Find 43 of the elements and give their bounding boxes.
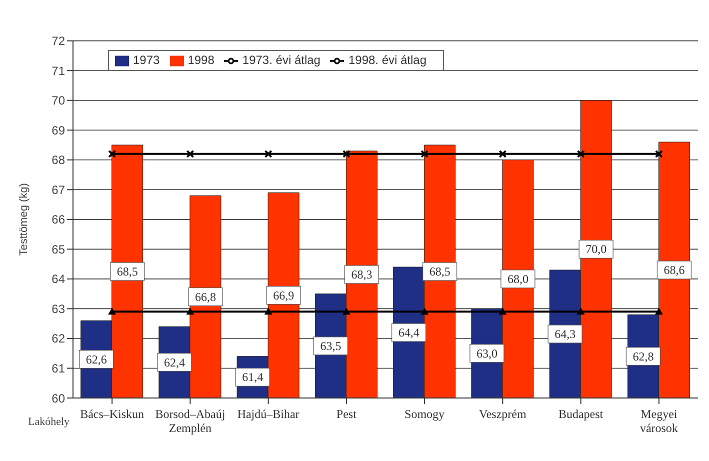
data-label: 70,0 xyxy=(586,242,607,256)
y-tick-label: 65 xyxy=(52,242,66,256)
data-label: 63,5 xyxy=(320,338,342,353)
data-label: 64,4 xyxy=(398,326,420,340)
x-tick-label: Pest xyxy=(336,407,358,421)
y-tick-label: 64 xyxy=(52,272,66,286)
x-tick-label: Borsod–Abaúj Zemplén xyxy=(155,407,226,435)
legend-label: 1998. évi átlag xyxy=(348,53,427,67)
data-label: 68,5 xyxy=(429,264,450,278)
data-label: 68,5 xyxy=(116,264,138,278)
y-tick-label: 71 xyxy=(52,64,66,78)
data-label: 66,9 xyxy=(273,288,294,302)
y-tick-label: 70 xyxy=(52,94,66,108)
x-axis-title: Lakóhely xyxy=(28,416,70,428)
y-axis-title: Testtömeg (kg) xyxy=(18,183,30,256)
data-label: 64,3 xyxy=(554,327,576,342)
data-label: 68,3 xyxy=(351,267,372,282)
x-tick-label: Veszprém xyxy=(479,407,528,421)
data-label: 62,6 xyxy=(86,352,107,366)
x-tick-label: Bács–Kiskun xyxy=(80,407,144,421)
y-tick-label: 60 xyxy=(52,391,66,406)
y-tick-label: 67 xyxy=(52,182,66,197)
y-tick-label: 66 xyxy=(52,212,66,227)
legend-label: 1998 xyxy=(188,53,214,67)
data-label: 68,6 xyxy=(664,263,685,278)
data-label: 66,8 xyxy=(194,290,216,304)
data-label: 61,4 xyxy=(242,370,264,384)
x-tick-label: Budapest xyxy=(558,407,604,421)
data-label: 63,0 xyxy=(476,346,498,360)
data-label: 62,4 xyxy=(164,355,185,370)
y-tick-label: 72 xyxy=(52,34,66,48)
y-tick-label: 69 xyxy=(52,123,66,138)
x-tick-label: Megyei városok xyxy=(640,407,678,435)
y-tick-label: 68 xyxy=(52,153,66,168)
data-label: 62,8 xyxy=(632,349,654,364)
x-tick-label: Hajdú–Bihar xyxy=(237,407,300,421)
x-tick-label: Somogy xyxy=(404,407,445,421)
legend-label: 1973. évi átlag xyxy=(242,53,320,67)
y-tick-label: 63 xyxy=(52,302,66,316)
y-tick-label: 62 xyxy=(52,332,66,346)
y-tick-label: 61 xyxy=(52,361,66,376)
legend-label: 1973 xyxy=(133,53,160,67)
data-label: 68,0 xyxy=(507,272,528,286)
